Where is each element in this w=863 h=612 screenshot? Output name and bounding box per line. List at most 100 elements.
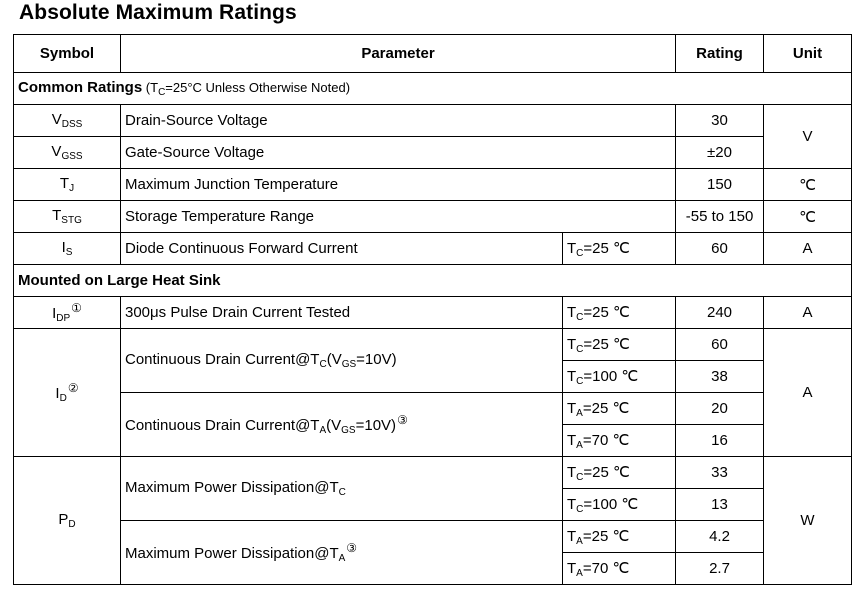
symbol-cell: VGSS — [13, 136, 121, 169]
parameter-cell: 300μs Pulse Drain Current Tested — [120, 296, 563, 329]
cond-main: T — [567, 239, 577, 257]
condition-cell: TC=25 ℃ — [561, 328, 677, 361]
symbol-cell: TSTG — [13, 200, 121, 233]
unit-cell: ℃ — [763, 168, 853, 201]
symbol-main: I — [61, 239, 66, 256]
note-sub: C — [158, 87, 166, 98]
cond-main: T — [567, 399, 577, 417]
table-row-id-3: Continuous Drain Current@TA(VGS=10V)③ TA… — [14, 392, 852, 457]
unit-cell: W — [763, 456, 853, 585]
cond-main: T — [567, 335, 577, 353]
rating-cell: 60 — [675, 232, 765, 265]
unit-cell: ℃ — [763, 200, 853, 233]
symbol-sub: STG — [61, 215, 82, 226]
header-symbol: Symbol — [13, 34, 121, 73]
symbol-sub: DP — [56, 313, 71, 324]
symbol-cell: IDP① — [13, 296, 121, 329]
param-sub: GS — [341, 425, 356, 436]
param-sub: A — [338, 553, 346, 564]
parameter-cell: Drain-Source Voltage — [119, 104, 677, 137]
table-row-id-2: TC=100 ℃ 38 — [14, 360, 852, 393]
cond-main: T — [567, 527, 577, 545]
cond-sub: A — [576, 407, 583, 419]
rating-cell: 33 — [675, 456, 765, 489]
rating-cell: ±20 — [675, 136, 765, 169]
unit-cell: V — [763, 104, 853, 169]
parameter-cell: Storage Temperature Range — [119, 200, 677, 233]
parameter-cell: Gate-Source Voltage — [119, 136, 677, 169]
cond-sub: A — [576, 567, 583, 579]
rating-cell: 30 — [675, 104, 765, 137]
rating-cell: 13 — [675, 488, 765, 521]
cond-sub: A — [576, 535, 583, 547]
symbol-main: V — [51, 143, 62, 160]
cond-main: T — [567, 303, 577, 321]
rating-cell: -55 to 150 — [675, 200, 765, 233]
cond-text: =25 ℃ — [583, 303, 630, 321]
param-sub: C — [319, 359, 327, 370]
section-common: Common Ratings (TC=25°C Unless Otherwise… — [12, 72, 853, 105]
param-text: Continuous Drain Current@T — [125, 351, 320, 368]
symbol-sub: GSS — [61, 151, 83, 162]
symbol-main: I — [55, 385, 60, 402]
table-row-is: IS Diode Continuous Forward Current TC=2… — [13, 232, 853, 265]
note-prefix: (T — [142, 80, 159, 95]
page-title: Absolute Maximum Ratings — [19, 1, 297, 24]
note-suffix: =25°C Unless Otherwise Noted) — [165, 80, 351, 95]
footnote-mark: ② — [67, 381, 79, 395]
symbol-sub: DSS — [61, 119, 83, 130]
header-rating: Rating — [675, 34, 765, 73]
rating-cell: 16 — [675, 424, 765, 457]
section-row-heatsink: Mounted on Large Heat Sink — [12, 264, 853, 297]
condition-cell: TC=25 ℃ — [561, 232, 677, 265]
table-row-tstg: TSTG Storage Temperature Range -55 to 15… — [13, 200, 853, 233]
table-row-pd-2: TC=100 ℃ 13 — [14, 488, 852, 521]
unit-cell: A — [763, 328, 853, 457]
symbol-main: I — [52, 305, 57, 322]
symbol-main: P — [58, 511, 69, 528]
header-unit: Unit — [763, 34, 853, 73]
param-text: Maximum Power Dissipation@T — [125, 545, 339, 562]
parameter-cell: Maximum Power Dissipation@TA③ — [120, 520, 563, 585]
rating-cell: 38 — [675, 360, 765, 393]
table-row-pd-4: TA=70 ℃ 2.7 — [14, 552, 852, 585]
condition-cell: TA=25 ℃ — [561, 520, 677, 553]
unit-cell: A — [763, 296, 853, 329]
cond-text: =25 ℃ — [583, 335, 630, 353]
parameter-cell: Diode Continuous Forward Current — [120, 232, 563, 265]
section-label: Common Ratings — [18, 79, 143, 96]
symbol-main: V — [51, 111, 62, 128]
section-note: (TC=25°C Unless Otherwise Noted) — [142, 80, 351, 98]
param-text: Maximum Power Dissipation@T — [125, 479, 339, 496]
parameter-cell: Continuous Drain Current@TA(VGS=10V)③ — [120, 392, 563, 457]
cond-sub: C — [576, 503, 584, 515]
symbol-sub: D — [68, 519, 76, 530]
table-row-pd-1: PD Maximum Power Dissipation@TC TC=25 ℃ … — [13, 456, 853, 585]
symbol-cell: ID② — [13, 328, 121, 457]
table-row-id-1: ID② Continuous Drain Current@TC(VGS=10V)… — [13, 328, 853, 457]
symbol-cell: VDSS — [13, 104, 121, 137]
rating-cell: 2.7 — [675, 552, 765, 585]
rating-cell: 150 — [675, 168, 765, 201]
section-row-common: Common Ratings (TC=25°C Unless Otherwise… — [12, 72, 853, 105]
cond-text: =100 ℃ — [583, 495, 639, 513]
rating-cell: 60 — [675, 328, 765, 361]
param-text: (V — [326, 417, 342, 434]
condition-cell: TA=70 ℃ — [561, 552, 677, 585]
table-row-pd-3: Maximum Power Dissipation@TA③ TA=25 ℃ 4.… — [14, 520, 852, 585]
param-sub: GS — [341, 359, 357, 370]
param-sub: C — [338, 487, 346, 498]
header-row: Symbol Parameter Rating Unit — [13, 34, 853, 73]
param-text: =10V) — [356, 351, 397, 368]
cond-sub: C — [576, 471, 584, 483]
header-parameter: Parameter — [119, 34, 677, 73]
cond-text: =100 ℃ — [583, 367, 639, 385]
condition-cell: TC=100 ℃ — [561, 360, 677, 393]
condition-cell: TA=25 ℃ — [561, 392, 677, 425]
param-text: (V — [326, 351, 342, 368]
cond-sub: C — [576, 247, 584, 259]
table-row-tj: TJ Maximum Junction Temperature 150 ℃ — [13, 168, 853, 201]
symbol-sub: D — [59, 393, 67, 404]
condition-cell: TA=70 ℃ — [561, 424, 677, 457]
cond-main: T — [567, 559, 577, 577]
